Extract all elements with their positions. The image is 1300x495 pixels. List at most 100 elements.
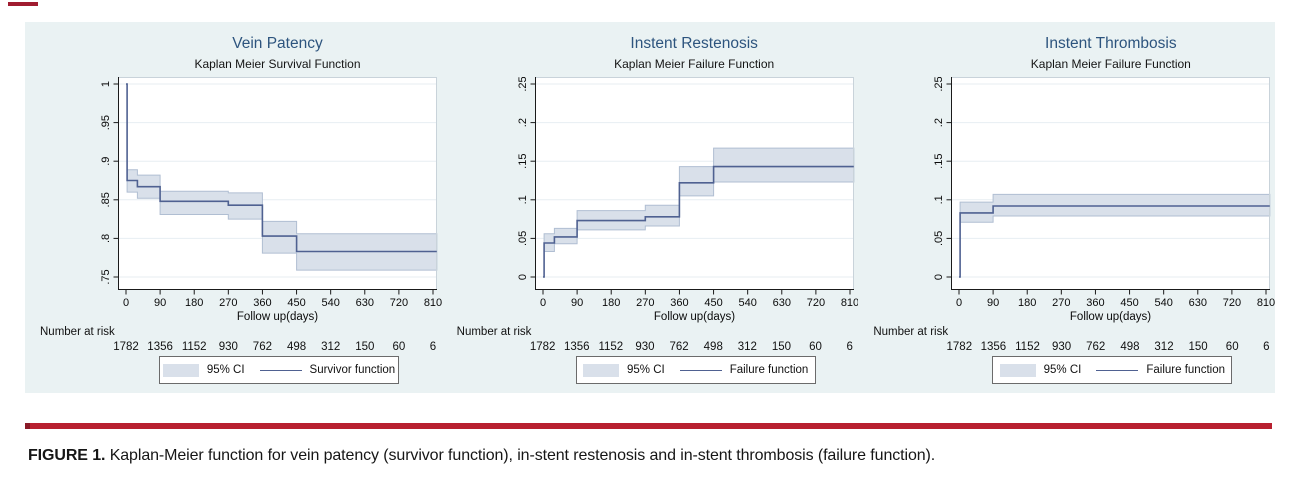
- risk-count: 1356: [147, 341, 173, 353]
- y-tick-label: .1: [933, 195, 945, 204]
- risk-count: 1356: [563, 341, 590, 353]
- legend-line-sample: [679, 369, 722, 371]
- x-tick-label: 90: [987, 297, 999, 309]
- risk-count: 498: [1120, 341, 1140, 353]
- km-panel-2: Instent Restenosis Kaplan Meier Failure F…: [441, 22, 859, 393]
- chart-title: Instent Thrombosis: [1045, 35, 1177, 52]
- risk-count: 150: [355, 341, 375, 353]
- km-charts-row: Vein Patency Kaplan Meier Survival Functi…: [25, 22, 1275, 393]
- top-left-red-rule: [8, 2, 38, 6]
- x-tick-label: 720: [806, 297, 824, 309]
- y-tick-label: .25: [517, 77, 529, 92]
- risk-count: 930: [1052, 341, 1072, 353]
- ci-swatch: [162, 363, 199, 377]
- x-tick-label: 180: [1018, 297, 1036, 309]
- legend-box: 95% CI Failure function: [992, 356, 1233, 384]
- risk-count: 1152: [181, 341, 207, 353]
- risk-count: 6: [1263, 341, 1270, 353]
- risk-count: 762: [252, 341, 272, 353]
- caption-divider-rule-cap: [25, 423, 30, 429]
- y-tick-label: .9: [100, 157, 112, 166]
- x-tick-label: 720: [390, 297, 408, 309]
- figure-caption-label: FIGURE 1.: [28, 447, 106, 464]
- risk-count: 498: [287, 341, 307, 353]
- chart-subtitle: Kaplan Meier Failure Function: [1030, 57, 1191, 71]
- legend-box: 95% CI Failure function: [575, 356, 816, 384]
- y-tick-label: .2: [933, 118, 945, 127]
- y-tick-label: .75: [100, 269, 112, 284]
- km-chart-3: 0 90 180 270 360 450 540 630 720 810 0 .05 .1 .15 .2 .2…: [933, 77, 1275, 323]
- x-tick-label: 630: [1189, 297, 1207, 309]
- y-tick-label: .05: [933, 231, 945, 246]
- x-tick-label: 90: [154, 297, 166, 309]
- x-tick-label: 450: [1121, 297, 1139, 309]
- number-at-risk-label: Number at risk: [873, 326, 949, 338]
- km-chart-2: 0 90 180 270 360 450 540 630 720 810 0 .05 .1 .15 .2 .2…: [517, 77, 859, 323]
- risk-count: 60: [392, 341, 406, 353]
- risk-count: 60: [1225, 341, 1239, 353]
- ci-swatch: [582, 363, 619, 377]
- x-tick-label: 360: [1087, 297, 1105, 309]
- x-tick-label: 270: [636, 297, 654, 309]
- legend-series-label: Survivor function: [309, 364, 396, 376]
- number-at-risk-label: Number at risk: [456, 326, 532, 338]
- caption-divider-rule: [25, 423, 1272, 429]
- risk-count: 6: [429, 341, 437, 353]
- x-tick-label: 720: [1223, 297, 1241, 309]
- y-tick-label: .8: [100, 234, 112, 243]
- x-axis-label: Follow up(days): [654, 311, 735, 323]
- x-tick-label: 810: [1257, 297, 1275, 309]
- y-tick-label: .25: [933, 77, 945, 92]
- risk-count: 930: [635, 341, 655, 353]
- y-tick-label: .95: [100, 115, 112, 130]
- y-tick-label: 0: [933, 274, 945, 280]
- figure-caption: FIGURE 1. Kaplan-Meier function for vein…: [28, 447, 1274, 465]
- risk-count: 312: [737, 341, 757, 353]
- number-at-risk-row: 1782 1356 1152 930 762 498 312 150 60 6: [858, 341, 1274, 355]
- km-chart-1: 0 90 180 270 360 450 540 630 720 810 .75 .8 .85 .9 .95…: [100, 77, 442, 323]
- km-step-line: [126, 83, 437, 253]
- legend-ci-label: 95% CI: [206, 364, 245, 376]
- y-tick-label: 0: [517, 274, 529, 280]
- risk-count: 762: [1086, 341, 1106, 353]
- x-tick-label: 90: [571, 297, 583, 309]
- x-tick-label: 180: [185, 297, 203, 309]
- risk-count: 312: [1154, 341, 1174, 353]
- x-tick-label: 360: [253, 297, 271, 309]
- risk-count: 1152: [1015, 341, 1040, 353]
- y-tick-label: 1: [100, 81, 112, 87]
- y-tick-label: .2: [517, 118, 529, 127]
- legend-line-sample: [1096, 369, 1139, 371]
- chart-subtitle: Kaplan Meier Survival Function: [194, 57, 361, 71]
- y-tick-label: .15: [933, 154, 945, 169]
- x-tick-label: 270: [1052, 297, 1070, 309]
- risk-count: 60: [809, 341, 822, 353]
- risk-count: 1356: [980, 341, 1007, 353]
- x-tick-label: 270: [219, 297, 237, 309]
- x-tick-label: 450: [704, 297, 722, 309]
- risk-count: 1782: [529, 341, 556, 353]
- figure-caption-text: Kaplan-Meier function for vein patency (…: [105, 447, 936, 464]
- legend-box: 95% CI Survivor function: [159, 356, 399, 384]
- x-axis-label: Follow up(days): [237, 311, 318, 323]
- y-tick-label: .15: [517, 154, 529, 169]
- x-tick-label: 630: [772, 297, 790, 309]
- risk-count: 312: [321, 341, 341, 353]
- risk-count: 498: [703, 341, 723, 353]
- x-axis-label: Follow up(days): [1070, 311, 1151, 323]
- x-tick-label: 810: [840, 297, 858, 309]
- x-tick-label: 540: [321, 297, 339, 309]
- chart-title: Instent Restenosis: [630, 35, 758, 52]
- y-tick-label: .85: [100, 192, 112, 207]
- chart-title: Vein Patency: [232, 35, 323, 52]
- risk-count: 930: [218, 341, 238, 353]
- x-tick-label: 540: [1155, 297, 1173, 309]
- risk-count: 1152: [598, 341, 624, 353]
- risk-count: 1782: [113, 341, 139, 353]
- x-tick-label: 450: [287, 297, 305, 309]
- chart-subtitle: Kaplan Meier Failure Function: [614, 57, 775, 71]
- legend-line-sample: [259, 369, 302, 371]
- ci-swatch: [999, 363, 1036, 377]
- risk-count: 762: [669, 341, 689, 353]
- risk-count: 1782: [946, 341, 973, 353]
